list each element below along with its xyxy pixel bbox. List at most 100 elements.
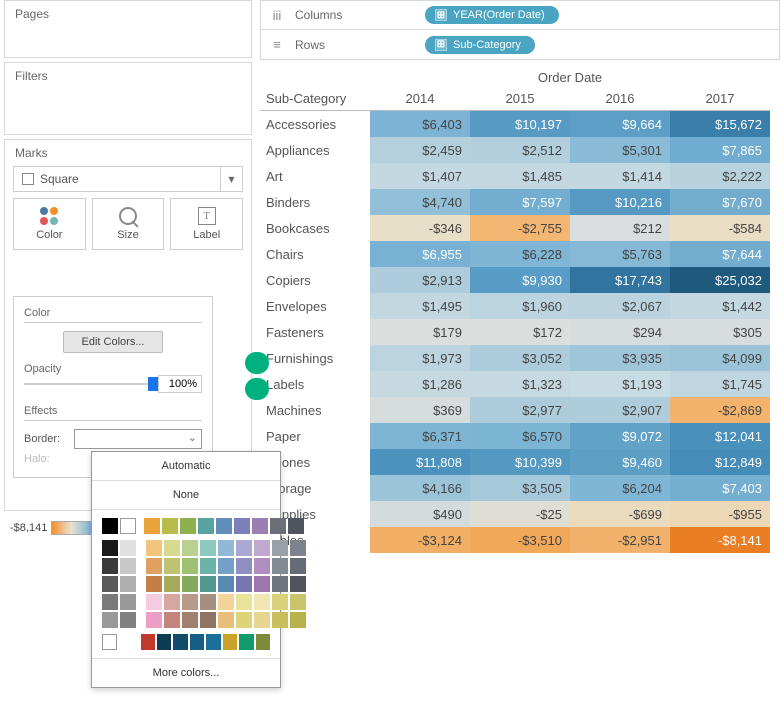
row-name: Accessories: [260, 111, 370, 137]
color-swatch[interactable]: [173, 634, 187, 650]
color-swatch[interactable]: [252, 518, 268, 534]
color-swatch[interactable]: [146, 558, 162, 574]
color-swatch[interactable]: [102, 612, 118, 628]
color-swatch[interactable]: [146, 594, 162, 610]
color-swatch[interactable]: [218, 540, 234, 556]
color-swatch[interactable]: [182, 558, 198, 574]
color-swatch[interactable]: [120, 558, 136, 574]
color-swatch[interactable]: [254, 612, 270, 628]
column-header: 2017: [670, 89, 770, 111]
color-swatch[interactable]: [218, 612, 234, 628]
label-button[interactable]: T Label: [170, 198, 243, 250]
color-swatch[interactable]: [162, 518, 178, 534]
color-swatch[interactable]: [182, 594, 198, 610]
color-swatch[interactable]: [218, 576, 234, 592]
border-automatic[interactable]: Automatic: [92, 452, 280, 481]
mark-pill-2[interactable]: [245, 378, 269, 400]
color-swatch[interactable]: [182, 612, 198, 628]
rows-shelf[interactable]: ≡ Rows ⊞Sub-Category: [260, 30, 780, 60]
color-swatch[interactable]: [236, 594, 252, 610]
color-swatch[interactable]: [254, 576, 270, 592]
opacity-slider[interactable]: [24, 383, 152, 385]
color-swatch[interactable]: [206, 634, 220, 650]
color-swatch[interactable]: [200, 540, 216, 556]
color-swatch[interactable]: [236, 576, 252, 592]
color-swatch[interactable]: [218, 558, 234, 574]
color-swatch[interactable]: [200, 594, 216, 610]
color-swatch[interactable]: [102, 558, 118, 574]
size-button[interactable]: Size: [92, 198, 165, 250]
color-swatch[interactable]: [200, 612, 216, 628]
color-swatch[interactable]: [120, 612, 136, 628]
color-swatch[interactable]: [236, 612, 252, 628]
color-swatch[interactable]: [164, 558, 180, 574]
color-swatch[interactable]: [182, 540, 198, 556]
color-swatch[interactable]: [216, 518, 232, 534]
color-swatch[interactable]: [290, 576, 306, 592]
color-swatch[interactable]: [272, 576, 288, 592]
more-colors[interactable]: More colors...: [92, 659, 280, 687]
color-swatch[interactable]: [164, 594, 180, 610]
color-swatch[interactable]: [144, 518, 160, 534]
color-button[interactable]: Color: [13, 198, 86, 250]
color-swatch[interactable]: [218, 594, 234, 610]
color-swatch[interactable]: [182, 576, 198, 592]
color-swatch[interactable]: [146, 576, 162, 592]
border-dropdown[interactable]: ⌄: [74, 429, 202, 449]
color-swatch[interactable]: [236, 540, 252, 556]
mark-type-dropdown[interactable]: Square ▾: [13, 166, 243, 192]
color-swatch[interactable]: [102, 634, 117, 650]
color-swatch[interactable]: [290, 594, 306, 610]
opacity-value-input[interactable]: [158, 375, 202, 393]
color-swatch[interactable]: [120, 576, 136, 592]
columns-shelf[interactable]: iii Columns ⊞YEAR(Order Date): [260, 0, 780, 30]
color-swatch[interactable]: [272, 558, 288, 574]
color-swatch[interactable]: [157, 634, 171, 650]
columns-pill[interactable]: ⊞YEAR(Order Date): [425, 6, 559, 24]
color-swatch[interactable]: [120, 594, 136, 610]
color-swatch[interactable]: [290, 558, 306, 574]
table-cell: $2,459: [370, 137, 470, 163]
rows-pill[interactable]: ⊞Sub-Category: [425, 36, 535, 54]
color-swatch[interactable]: [239, 634, 253, 650]
color-swatch[interactable]: [288, 518, 304, 534]
color-swatch[interactable]: [223, 634, 237, 650]
color-swatch[interactable]: [200, 558, 216, 574]
color-swatch[interactable]: [190, 634, 204, 650]
table-cell: $10,399: [470, 449, 570, 475]
color-swatch[interactable]: [146, 612, 162, 628]
color-swatch[interactable]: [290, 540, 306, 556]
color-swatch[interactable]: [164, 612, 180, 628]
color-swatch[interactable]: [234, 518, 250, 534]
color-swatch[interactable]: [290, 612, 306, 628]
color-swatch[interactable]: [254, 558, 270, 574]
color-swatch[interactable]: [200, 576, 216, 592]
color-swatch[interactable]: [102, 576, 118, 592]
mark-pill-1[interactable]: [245, 352, 269, 374]
color-swatch[interactable]: [102, 518, 118, 534]
color-swatch[interactable]: [270, 518, 286, 534]
color-swatch[interactable]: [120, 540, 136, 556]
table-cell: $2,977: [470, 397, 570, 423]
color-swatch[interactable]: [120, 518, 136, 534]
color-swatch[interactable]: [272, 594, 288, 610]
table-cell: $11,808: [370, 449, 470, 475]
color-swatch[interactable]: [164, 540, 180, 556]
color-swatch[interactable]: [146, 540, 162, 556]
color-swatch[interactable]: [141, 634, 155, 650]
edit-colors-button[interactable]: Edit Colors...: [63, 331, 164, 353]
color-swatch[interactable]: [164, 576, 180, 592]
color-swatch[interactable]: [272, 540, 288, 556]
color-swatch[interactable]: [236, 558, 252, 574]
border-none[interactable]: None: [92, 481, 280, 510]
color-swatch[interactable]: [256, 634, 270, 650]
color-swatch[interactable]: [254, 540, 270, 556]
color-swatch[interactable]: [180, 518, 196, 534]
color-swatch[interactable]: [102, 540, 118, 556]
color-swatch[interactable]: [198, 518, 214, 534]
color-swatch[interactable]: [102, 594, 118, 610]
row-name: Envelopes: [260, 293, 370, 319]
color-swatch[interactable]: [254, 594, 270, 610]
color-swatch[interactable]: [272, 612, 288, 628]
table-cell: $1,485: [470, 163, 570, 189]
